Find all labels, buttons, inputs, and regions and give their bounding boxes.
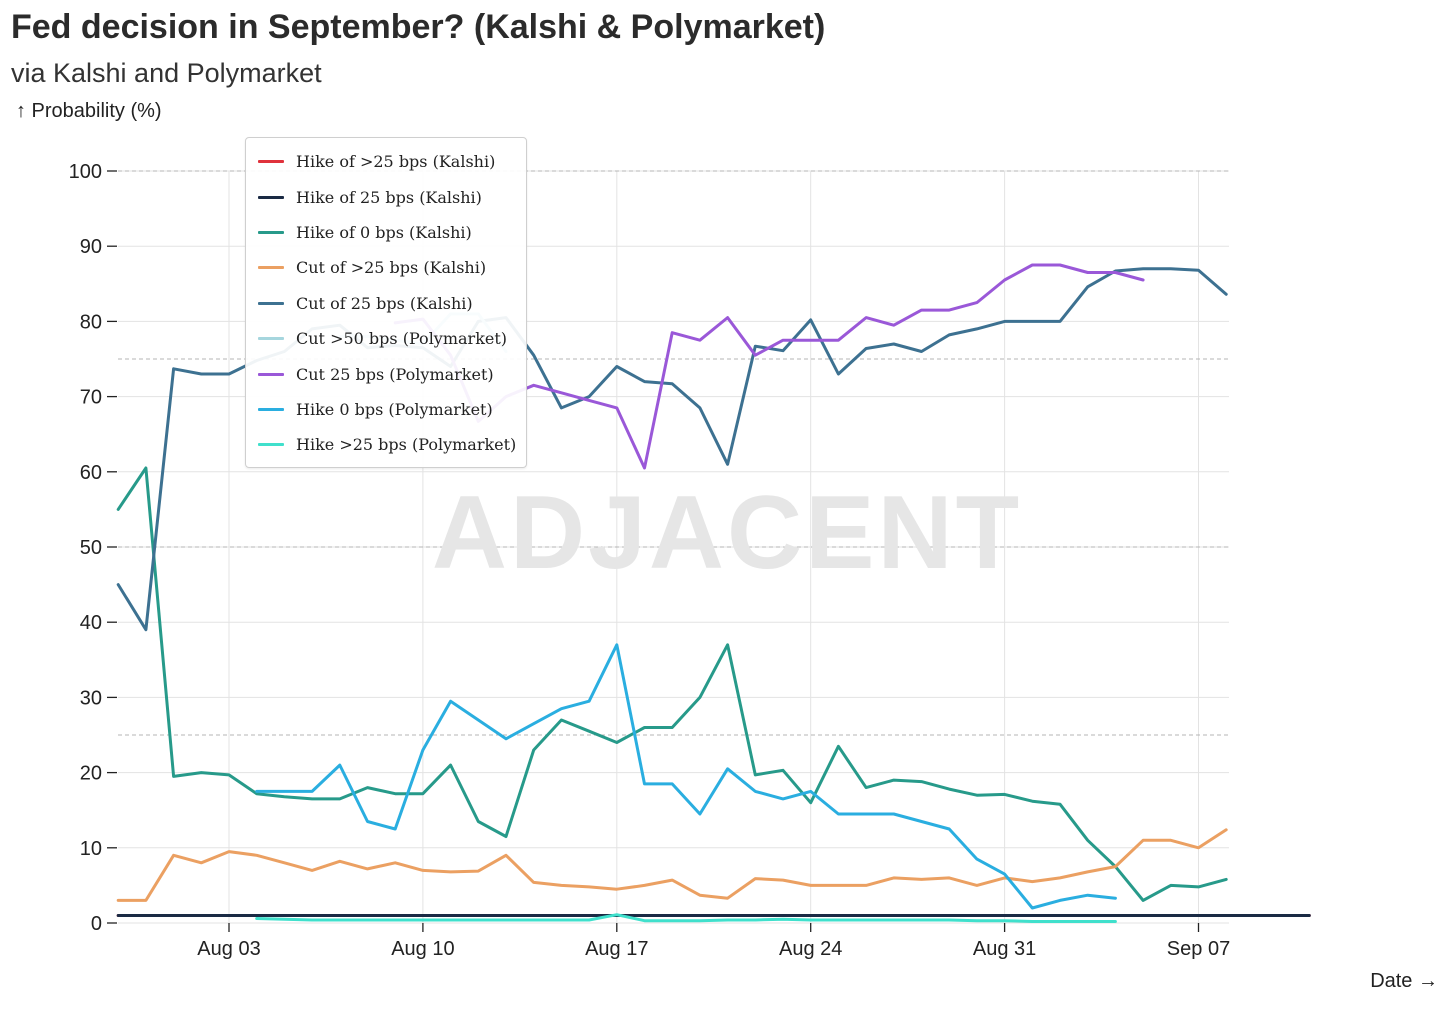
- legend-label: Hike >25 bps (Polymarket): [296, 435, 517, 455]
- legend-item: Hike >25 bps (Polymarket): [246, 427, 526, 462]
- legend-swatch: [258, 230, 284, 234]
- y-tick-label: 90: [80, 236, 102, 258]
- legend-item: Cut of 25 bps (Kalshi): [246, 286, 526, 321]
- y-tick-label: 20: [80, 763, 102, 785]
- legend-item: Hike of 25 bps (Kalshi): [246, 179, 526, 214]
- x-tick-label: Sep 07: [1167, 938, 1230, 960]
- y-tick-label: 60: [80, 462, 102, 484]
- legend-label: Hike of 0 bps (Kalshi): [296, 222, 472, 242]
- series-line-hike-of-0-bps-kalshi: [116, 466, 1228, 902]
- legend-swatch: [258, 195, 284, 199]
- legend-swatch: [258, 266, 284, 270]
- y-tick-label: 10: [80, 838, 102, 860]
- y-tick-label: 30: [80, 687, 102, 709]
- x-axis-label: Date →: [1370, 970, 1438, 992]
- legend-label: Hike 0 bps (Polymarket): [296, 399, 493, 419]
- x-tick-label: Aug 24: [779, 938, 842, 960]
- x-tick-label: Aug 17: [585, 938, 648, 960]
- legend-item: Cut of >25 bps (Kalshi): [246, 250, 526, 285]
- legend: Hike of >25 bps (Kalshi) Hike of 25 bps (…: [245, 137, 527, 468]
- legend-swatch: [258, 160, 284, 164]
- y-tick-label: 70: [80, 387, 102, 409]
- legend-label: Cut of >25 bps (Kalshi): [296, 258, 487, 278]
- legend-item: Hike of >25 bps (Kalshi): [246, 144, 526, 179]
- y-tick-label: 0: [91, 913, 102, 935]
- y-tick-label: 100: [69, 161, 102, 183]
- y-tick-label: 50: [80, 537, 102, 559]
- series-line-hike-25-bps-polymarket: [255, 913, 1117, 923]
- x-tick-label: Aug 03: [197, 938, 260, 960]
- x-tick-label: Aug 10: [391, 938, 454, 960]
- legend-swatch: [258, 372, 284, 376]
- legend-swatch: [258, 337, 284, 341]
- legend-label: Cut >50 bps (Polymarket): [296, 329, 508, 349]
- legend-label: Hike of >25 bps (Kalshi): [296, 152, 496, 172]
- legend-item: Hike 0 bps (Polymarket): [246, 392, 526, 427]
- x-tick-label: Aug 31: [973, 938, 1036, 960]
- legend-swatch: [258, 301, 284, 305]
- series-lines: [116, 263, 1311, 923]
- series-line-cut-of-25-bps-kalshi: [116, 828, 1228, 902]
- y-tick-label: 40: [80, 612, 102, 634]
- chart-title: Fed decision in September? (Kalshi & Pol…: [11, 8, 826, 46]
- legend-label: Hike of 25 bps (Kalshi): [296, 187, 482, 207]
- legend-item: Cut >50 bps (Polymarket): [246, 321, 526, 356]
- legend-label: Cut of 25 bps (Kalshi): [296, 293, 473, 313]
- chart-subtitle: via Kalshi and Polymarket: [11, 58, 322, 88]
- legend-item: Cut 25 bps (Polymarket): [246, 356, 526, 391]
- series-line-hike-0-bps-polymarket: [255, 643, 1117, 910]
- y-tick-label: 80: [80, 311, 102, 333]
- legend-swatch: [258, 443, 284, 447]
- watermark: ADJACENT: [432, 475, 1022, 591]
- legend-item: Hike of 0 bps (Kalshi): [246, 215, 526, 250]
- axes: 0 10 20 30 40 50 60 70 80 90 100 Aug 03 Aug 10 Aug 17…: [69, 161, 1231, 960]
- legend-label: Cut 25 bps (Polymarket): [296, 364, 494, 384]
- legend-swatch: [258, 407, 284, 411]
- y-axis-label: ↑ Probability (%): [16, 100, 162, 122]
